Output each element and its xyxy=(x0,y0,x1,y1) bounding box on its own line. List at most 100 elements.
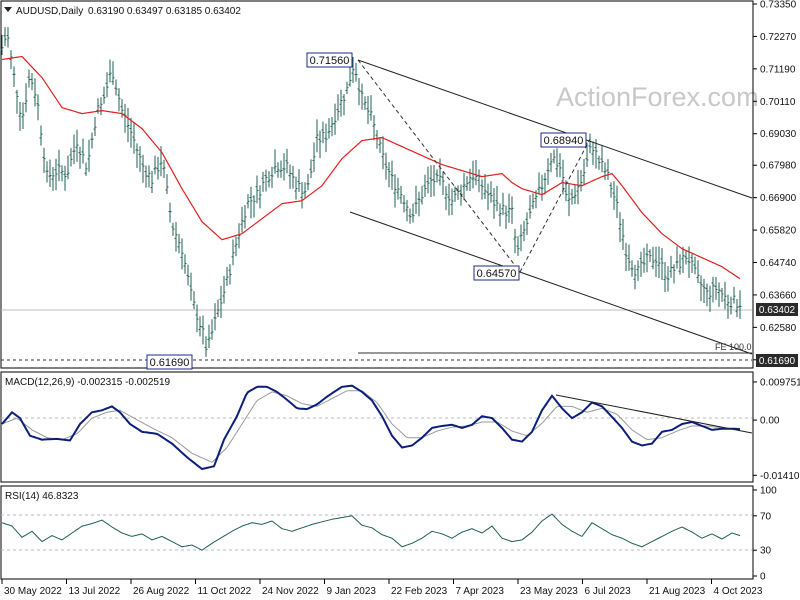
candle xyxy=(723,281,727,310)
candle xyxy=(276,162,280,178)
candle xyxy=(177,233,181,254)
candle xyxy=(252,195,256,218)
candle xyxy=(6,27,10,48)
candle xyxy=(297,169,301,192)
price-y-axis: 0.73350 0.72270 0.71190 0.70110 0.69030 0.679… xyxy=(753,0,797,366)
candle xyxy=(462,172,466,201)
candle xyxy=(405,199,409,222)
moving-average-line xyxy=(1,55,741,280)
candle xyxy=(678,254,682,275)
candle xyxy=(519,224,523,252)
candle xyxy=(693,256,697,275)
price-tick-label: 0.65820 xyxy=(760,226,797,237)
candle xyxy=(387,162,391,188)
candle xyxy=(72,134,76,165)
candle xyxy=(558,153,562,178)
current-price-tag-text: 0.63402 xyxy=(759,305,796,316)
candle xyxy=(84,162,88,176)
candle xyxy=(150,170,154,194)
candle xyxy=(609,182,613,198)
candle xyxy=(75,129,79,162)
candle xyxy=(525,212,529,235)
candle xyxy=(549,152,553,173)
candle xyxy=(87,139,91,172)
candle xyxy=(294,176,298,200)
candle xyxy=(486,183,490,211)
candle xyxy=(618,212,622,243)
candle xyxy=(696,260,700,284)
candle xyxy=(54,158,58,191)
candle xyxy=(657,246,661,279)
candle xyxy=(372,115,376,141)
candle xyxy=(300,181,304,209)
price-tick-label: 0.63660 xyxy=(760,290,797,301)
label-high-2-text: 0.68940 xyxy=(544,135,584,147)
candle xyxy=(243,205,247,229)
candle xyxy=(258,185,262,209)
candle xyxy=(690,253,694,273)
candle xyxy=(15,89,19,114)
candle xyxy=(537,172,541,195)
candle xyxy=(717,282,721,307)
price-tick-label: 0.72270 xyxy=(760,32,797,43)
candle xyxy=(600,145,604,173)
candle xyxy=(489,181,493,203)
candle xyxy=(165,174,169,194)
candle xyxy=(729,296,733,315)
rsi-tick-label: 100 xyxy=(760,486,777,497)
candle xyxy=(27,69,31,88)
candle xyxy=(570,188,574,205)
candle xyxy=(432,164,436,197)
candle xyxy=(366,96,370,125)
candle xyxy=(651,246,655,270)
price-tick-label: 0.70110 xyxy=(760,97,796,108)
candle xyxy=(279,160,283,178)
header-ohlc: 0.63190 0.63497 0.63185 0.63402 xyxy=(88,6,241,17)
macd-tick-label: -0.014108 xyxy=(760,471,800,482)
candle xyxy=(393,174,397,208)
candle xyxy=(156,156,160,180)
candle xyxy=(357,77,361,106)
candle xyxy=(597,155,601,170)
candle xyxy=(666,266,670,292)
candle xyxy=(363,96,367,110)
rsi-y-axis: 100 70 30 0 xyxy=(753,486,777,583)
price-tick-label: 0.66900 xyxy=(760,193,797,204)
candle xyxy=(33,78,37,107)
candle xyxy=(285,148,289,174)
candle xyxy=(540,174,544,201)
candle xyxy=(402,195,406,213)
price-tick-label: 0.64740 xyxy=(760,258,797,269)
candle xyxy=(354,62,358,82)
candle xyxy=(267,171,271,188)
candle xyxy=(396,177,400,200)
candle xyxy=(453,186,457,202)
x-axis: 30 May 2022 13 Jul 2022 26 Aug 2022 11 Oct … xyxy=(1,579,763,597)
candle xyxy=(474,160,478,186)
x-tick-label: 21 Aug 2023 xyxy=(649,586,706,597)
candle xyxy=(51,167,55,191)
candle xyxy=(546,158,550,185)
macd-pane-frame xyxy=(0,371,754,483)
candle xyxy=(168,202,172,223)
candle xyxy=(336,94,340,121)
candle xyxy=(117,88,121,112)
candle xyxy=(210,319,214,340)
candle xyxy=(21,102,25,130)
dropdown-triangle-icon[interactable] xyxy=(4,7,12,12)
x-tick-label: 30 May 2022 xyxy=(4,586,62,597)
candle xyxy=(675,246,679,269)
candle xyxy=(255,175,259,204)
candle xyxy=(321,121,325,144)
candle xyxy=(567,184,571,217)
x-tick-label: 4 Oct 2023 xyxy=(714,586,763,597)
candle xyxy=(708,285,712,312)
candle xyxy=(339,89,343,117)
label-high-1: 0.71560 xyxy=(306,52,353,68)
rsi-line xyxy=(1,513,741,551)
candle xyxy=(246,194,250,209)
candle xyxy=(90,132,94,149)
candle xyxy=(204,336,208,357)
candle xyxy=(672,264,676,284)
